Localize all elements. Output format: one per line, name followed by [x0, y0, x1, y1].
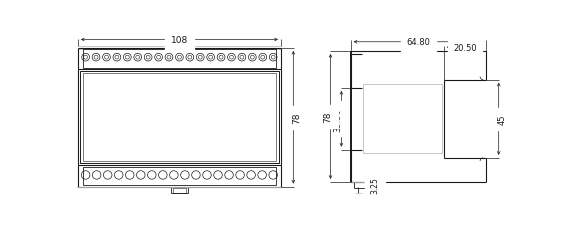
Text: 35.50: 35.50 [333, 107, 342, 131]
Text: 108: 108 [171, 36, 188, 45]
Text: 64.80: 64.80 [407, 38, 430, 47]
Bar [82, 50, 276, 69]
Bar [82, 167, 276, 185]
Text: 78: 78 [292, 112, 301, 123]
Bar [354, 182, 365, 188]
Bar [363, 85, 442, 154]
Bar [80, 72, 279, 164]
Text: 45: 45 [498, 114, 507, 124]
Bar [171, 187, 188, 194]
Text: 20.50: 20.50 [453, 43, 477, 52]
Text: 78: 78 [323, 111, 332, 123]
Bar [173, 188, 186, 193]
Text: 3.25: 3.25 [370, 177, 379, 194]
Bar [82, 74, 276, 161]
